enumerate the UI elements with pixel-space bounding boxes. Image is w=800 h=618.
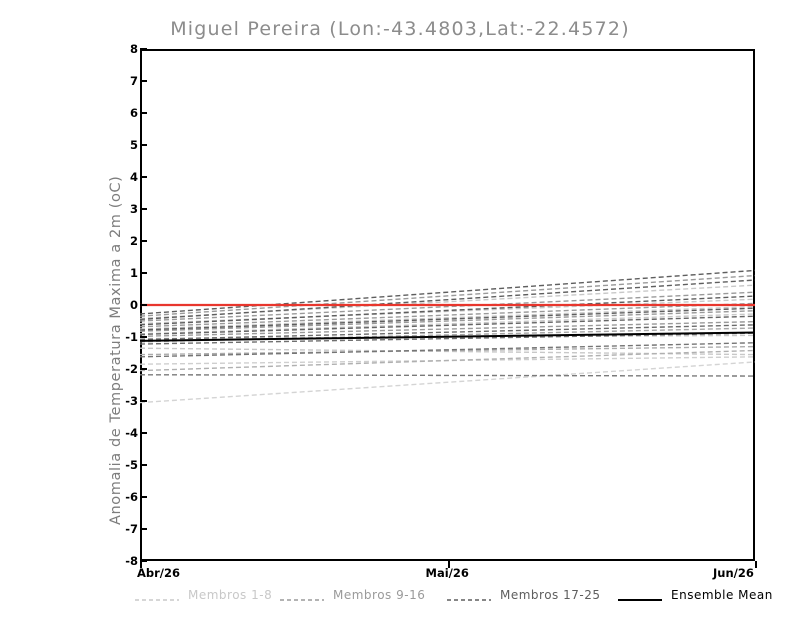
legend-label: Membros 9-16 bbox=[333, 588, 426, 602]
y-tick-mark bbox=[140, 560, 147, 562]
y-tick-mark bbox=[140, 400, 147, 402]
y-tick-label: -6 bbox=[125, 490, 138, 504]
y-tick-label: 3 bbox=[129, 202, 138, 216]
legend-item: Membros 1-8 bbox=[135, 586, 272, 604]
legend-swatch-dashed bbox=[447, 590, 491, 601]
series-line-member bbox=[140, 284, 755, 320]
series-line-member bbox=[140, 332, 755, 345]
y-tick-mark bbox=[140, 432, 147, 434]
series-line-member bbox=[140, 320, 755, 338]
legend-label: Ensemble Mean bbox=[671, 588, 773, 602]
y-tick-label: -4 bbox=[125, 426, 138, 440]
y-tick-label: 0 bbox=[129, 298, 138, 312]
legend-item: Membros 9-16 bbox=[280, 586, 425, 604]
series-line-member bbox=[140, 307, 755, 331]
x-tick-mark bbox=[755, 561, 757, 568]
y-tick-label: 5 bbox=[129, 138, 138, 152]
y-tick-mark bbox=[140, 336, 147, 338]
y-axis-ticks: 8 7 6 5 4 3 2 1 0 -1 -2 -3 -4 -5 -6 -7 -8 bbox=[106, 0, 138, 618]
legend-swatch-dashed bbox=[280, 590, 324, 601]
x-tick-mark bbox=[140, 561, 142, 568]
legend-swatch-solid bbox=[618, 590, 662, 601]
x-tick-label: Jun/26 bbox=[713, 566, 754, 580]
y-tick-label: 1 bbox=[129, 266, 138, 280]
y-tick-mark bbox=[140, 368, 147, 370]
y-tick-mark bbox=[140, 112, 147, 114]
y-tick-mark bbox=[140, 304, 147, 306]
legend-item: Ensemble Mean bbox=[618, 586, 773, 604]
y-tick-mark bbox=[140, 464, 147, 466]
series-line-member bbox=[140, 361, 755, 404]
series-line-member bbox=[140, 310, 755, 332]
y-tick-label: -3 bbox=[125, 394, 138, 408]
series-line-member bbox=[140, 313, 755, 335]
legend-item: Membros 17-25 bbox=[447, 586, 601, 604]
y-tick-label: 4 bbox=[129, 170, 138, 184]
y-tick-mark bbox=[140, 240, 147, 242]
y-tick-label: -8 bbox=[125, 554, 138, 568]
legend-label: Membros 1-8 bbox=[188, 588, 273, 602]
y-tick-label: 8 bbox=[129, 42, 138, 56]
series-line-member bbox=[140, 274, 755, 317]
series-line-member bbox=[140, 298, 755, 325]
y-tick-label: 2 bbox=[129, 234, 138, 248]
y-tick-mark bbox=[140, 528, 147, 530]
series-line-member bbox=[140, 324, 755, 341]
series-line-member bbox=[140, 315, 755, 336]
y-tick-mark bbox=[140, 496, 147, 498]
series-line-member bbox=[140, 327, 755, 343]
legend-swatch-dashed bbox=[135, 590, 179, 601]
series-line-member bbox=[140, 269, 755, 315]
y-tick-mark bbox=[140, 144, 147, 146]
y-tick-label: -1 bbox=[125, 330, 138, 344]
plot-lines bbox=[140, 269, 755, 404]
series-line-member bbox=[140, 291, 755, 322]
y-tick-mark bbox=[140, 48, 147, 50]
legend-label: Membros 17-25 bbox=[500, 588, 601, 602]
series-line-member bbox=[140, 349, 755, 372]
chart-title: Miguel Pereira (Lon:-43.4803,Lat:-22.457… bbox=[170, 18, 630, 40]
series-line-ensemble-mean bbox=[140, 331, 755, 342]
x-tick-label: Abr/26 bbox=[137, 566, 181, 580]
y-tick-mark bbox=[140, 208, 147, 210]
y-tick-label: 6 bbox=[129, 106, 138, 120]
x-tick-mark bbox=[447, 561, 450, 568]
y-tick-label: 7 bbox=[129, 74, 138, 88]
series-line-member bbox=[140, 342, 755, 358]
y-tick-mark bbox=[140, 272, 147, 274]
y-tick-label: -5 bbox=[125, 458, 138, 472]
series-line-member bbox=[140, 374, 755, 377]
y-tick-label: -7 bbox=[125, 522, 138, 536]
series-line-member bbox=[140, 345, 755, 356]
x-tick-label: Mai/26 bbox=[425, 566, 469, 580]
y-tick-label: -2 bbox=[125, 362, 138, 376]
chart-legend: Membros 1-8 Membros 9-16 Membros 17-25 Ense… bbox=[0, 586, 800, 608]
series-line-member bbox=[140, 305, 755, 330]
series-line-member bbox=[140, 302, 755, 328]
y-tick-mark bbox=[140, 80, 147, 82]
y-tick-mark bbox=[140, 176, 147, 178]
series-line-member bbox=[140, 295, 755, 326]
series-line-member bbox=[140, 279, 755, 321]
